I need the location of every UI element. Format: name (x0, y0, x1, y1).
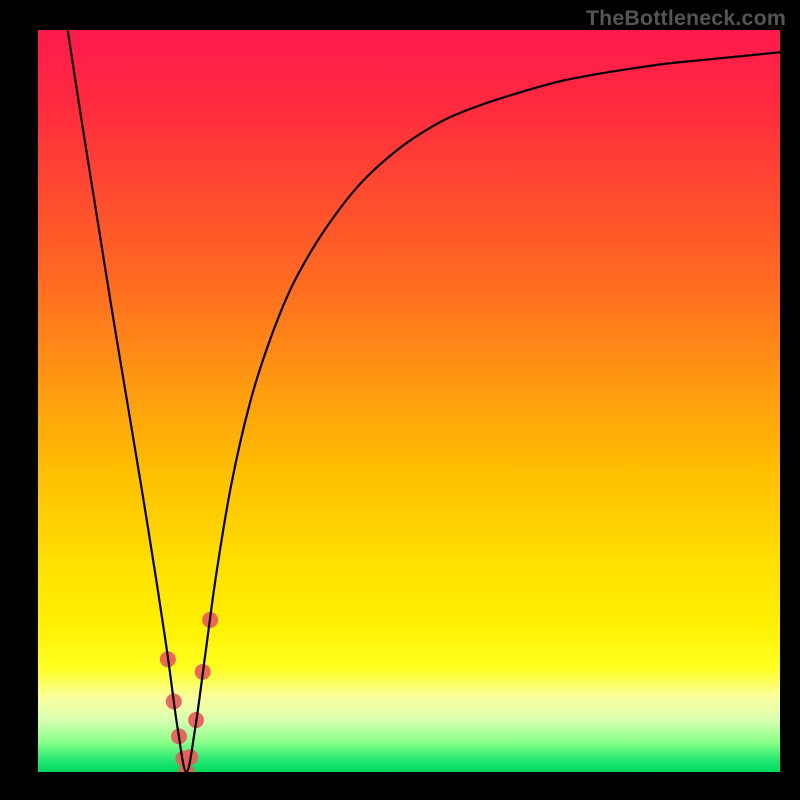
watermark-text: TheBottleneck.com (586, 6, 786, 31)
chart-container: TheBottleneck.com (0, 0, 800, 800)
highlight-band (160, 612, 218, 772)
curve-layer (38, 30, 780, 772)
plot-area (38, 30, 780, 772)
